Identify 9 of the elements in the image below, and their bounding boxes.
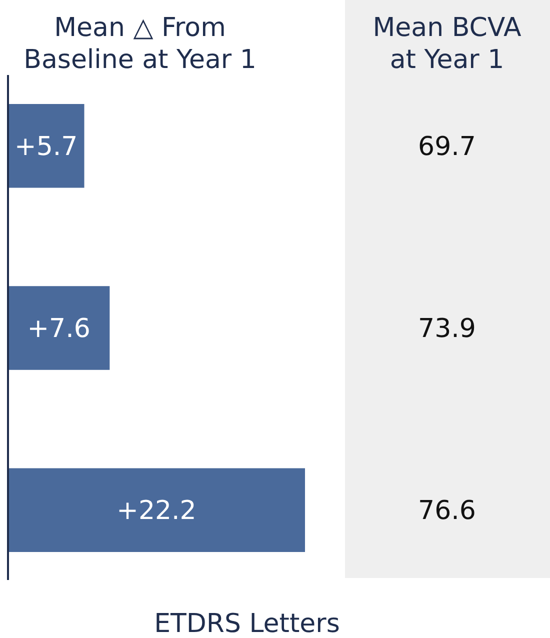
data-label: +5.7 bbox=[14, 132, 78, 162]
text: 76.6 bbox=[418, 496, 476, 526]
text: Mean BCVA at Year 1 bbox=[372, 13, 522, 75]
text: 69.7 bbox=[418, 132, 476, 162]
data-label: +7.6 bbox=[27, 314, 90, 344]
text: 73.9 bbox=[418, 314, 476, 344]
x-axis-title: ETDRS Letters bbox=[154, 609, 340, 638]
data-label: +22.2 bbox=[116, 496, 196, 526]
chart-title: Mean △ From Baseline at Year 1 bbox=[24, 13, 256, 75]
